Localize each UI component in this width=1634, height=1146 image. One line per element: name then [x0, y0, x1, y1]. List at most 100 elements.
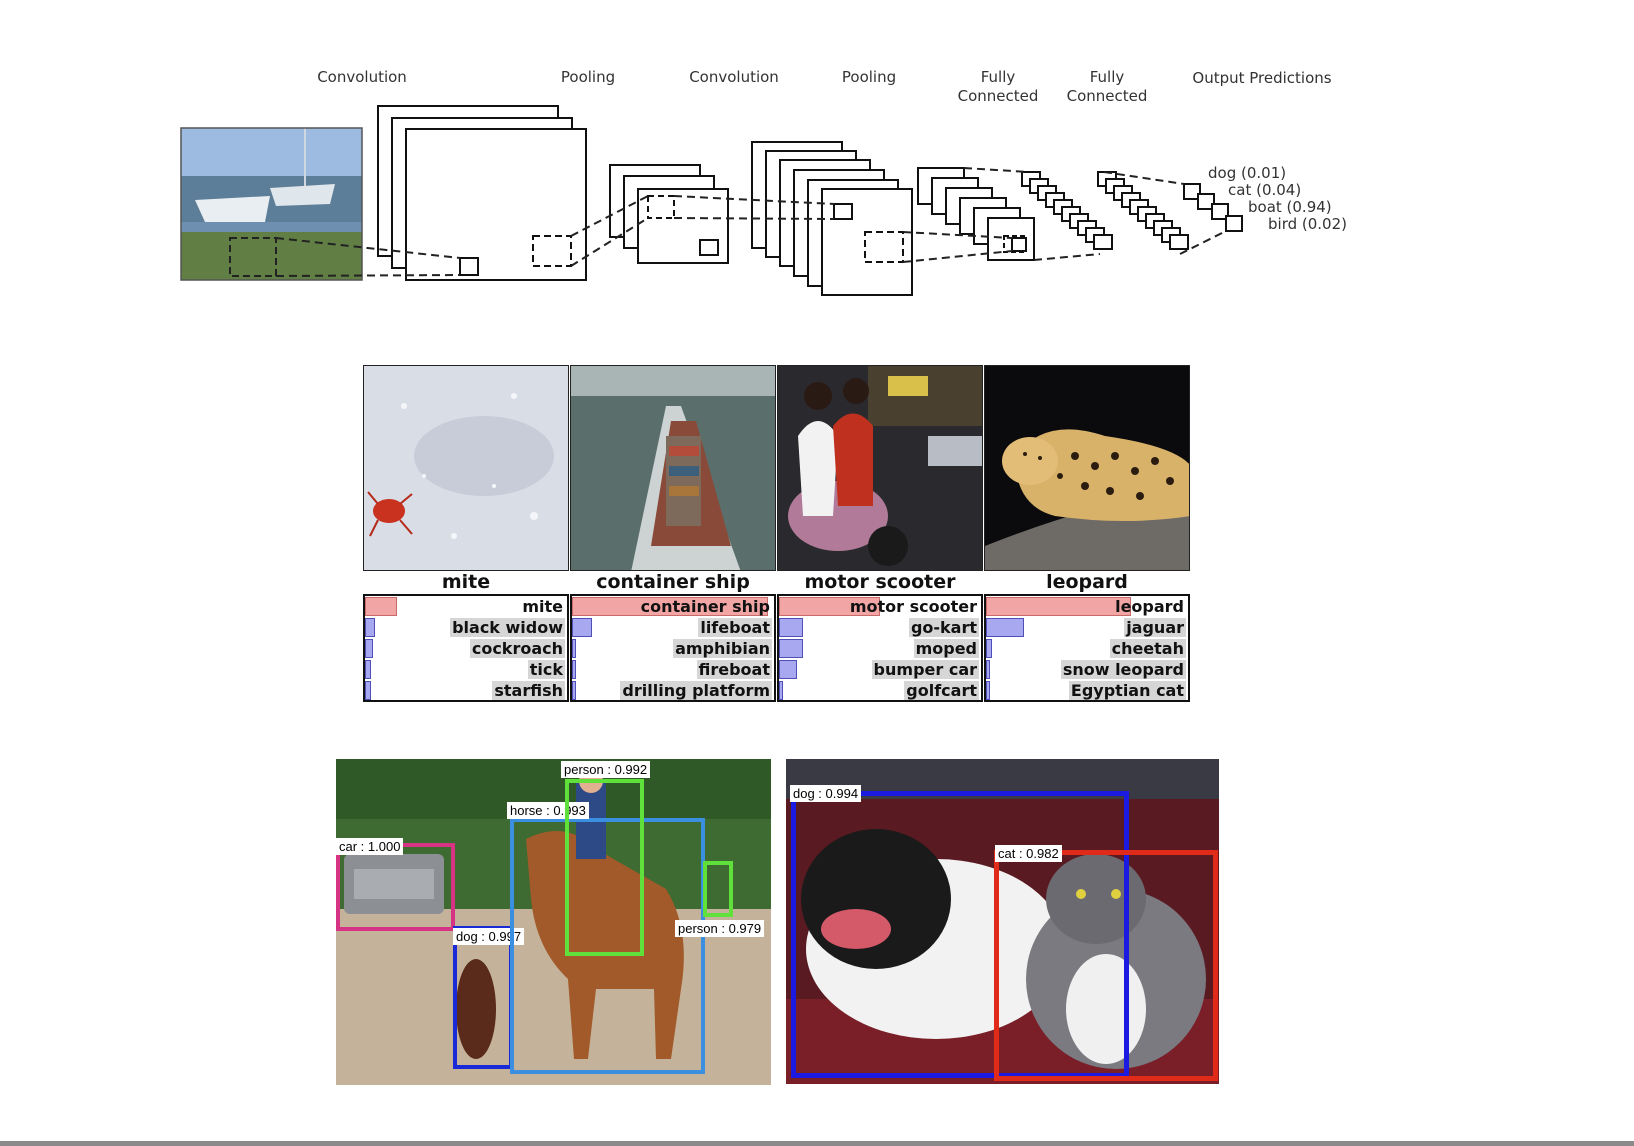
prediction-label-dog: dog (0.01): [1208, 164, 1287, 182]
prediction-label: cheetah: [1109, 639, 1186, 658]
fc1-neurons: [1021, 171, 1113, 250]
prediction-label-boat: boat (0.94): [1248, 198, 1332, 216]
prediction-label: leopard: [1115, 597, 1184, 616]
stage-label-fully-connected-1: Fully Connected: [957, 68, 1039, 105]
classification-column-container-ship: container ship container ship lifeboat amp…: [570, 365, 776, 705]
mite-title: mite: [441, 571, 491, 593]
prediction-row: mite: [365, 596, 567, 617]
prediction-label: cockroach: [469, 639, 565, 658]
container-ship-title: container ship: [596, 571, 750, 593]
prediction-label-cat: cat (0.04): [1228, 181, 1302, 199]
motor-scooter-predictions: motor scooter go-kart moped bumper car golfc…: [777, 594, 983, 702]
prediction-label: black widow: [450, 618, 565, 637]
motor-scooter-title: motor scooter: [804, 571, 956, 593]
prediction-score-bar: [779, 618, 803, 637]
prediction-row: black widow: [365, 617, 567, 638]
prediction-score-bar: [572, 639, 576, 658]
motor-scooter-photo: [777, 365, 983, 571]
detection-box-car: [336, 843, 455, 931]
prediction-label: golfcart: [904, 681, 979, 700]
prediction-row: golfcart: [779, 680, 981, 701]
prediction-score-bar: [365, 639, 373, 658]
prediction-row: drilling platform: [572, 680, 774, 701]
mite-photo: [363, 365, 569, 571]
stage-label-pooling-1: Pooling: [560, 68, 616, 86]
stage-label-convolution-1: Convolution: [317, 68, 407, 86]
conv2-feature-maps: [751, 141, 913, 296]
prediction-row: bumper car: [779, 659, 981, 680]
detection-label-cat: cat : 0.982: [995, 845, 1062, 862]
stage-label-convolution-2: Convolution: [689, 68, 779, 86]
stage-label-pooling-2: Pooling: [841, 68, 897, 86]
prediction-label: motor scooter: [849, 597, 977, 616]
prediction-row: amphibian: [572, 638, 774, 659]
detection-box-dog: [453, 926, 513, 1069]
leopard-title: leopard: [1046, 571, 1128, 593]
cnn-architecture-diagram: [180, 105, 1243, 296]
prediction-score-bar: [986, 597, 1131, 616]
detection-box-horse: [510, 818, 705, 1074]
fc1-neuron: [1093, 234, 1113, 250]
prediction-score-bar: [986, 639, 992, 658]
classification-column-mite: mite mite black widow cockroach tick starfis…: [363, 365, 569, 705]
prediction-row: tick: [365, 659, 567, 680]
prediction-row: starfish: [365, 680, 567, 701]
prediction-row: motor scooter: [779, 596, 981, 617]
detection-box-dog-large: [791, 791, 1129, 1078]
detection-image-dog-cat-scene: [786, 759, 1219, 1084]
prediction-score-bar: [365, 618, 375, 637]
classification-results-panel: mite mite black widow cockroach tick starfis…: [363, 365, 1191, 705]
container-ship-photo: [570, 365, 776, 571]
prediction-score-bar: [986, 681, 990, 700]
prediction-row: fireboat: [572, 659, 774, 680]
prediction-label-bird: bird (0.02): [1268, 215, 1347, 233]
fc2-neurons: [1097, 171, 1189, 250]
prediction-label: mite: [522, 597, 563, 616]
prediction-score-bar: [779, 639, 803, 658]
conv1-feature-maps: [377, 105, 587, 281]
input-image: [180, 127, 363, 281]
pool1-feature-maps: [609, 164, 729, 264]
detection-label-dog: dog : 0.997: [453, 928, 525, 945]
mite-predictions: mite black widow cockroach tick starfish: [363, 594, 569, 702]
prediction-score-bar: [986, 660, 990, 679]
prediction-label: drilling platform: [620, 681, 772, 700]
prediction-row: cheetah: [986, 638, 1188, 659]
prediction-row: leopard: [986, 596, 1188, 617]
container-ship-predictions: container ship lifeboat amphibian fireboat d…: [570, 594, 776, 702]
detection-label-person-rider: person : 0.992: [561, 761, 651, 778]
prediction-score-bar: [365, 597, 397, 616]
prediction-label: bumper car: [871, 660, 979, 679]
detection-label-dog-large: dog : 0.994: [790, 785, 862, 802]
prediction-label: Egyptian cat: [1068, 681, 1186, 700]
prediction-label: fireboat: [696, 660, 772, 679]
prediction-row: container ship: [572, 596, 774, 617]
prediction-label: tick: [527, 660, 565, 679]
prediction-score-bar: [572, 618, 592, 637]
output-neurons: [1183, 183, 1243, 232]
prediction-label: starfish: [492, 681, 565, 700]
prediction-row: go-kart: [779, 617, 981, 638]
prediction-score-bar: [779, 597, 880, 616]
prediction-label: go-kart: [908, 618, 979, 637]
prediction-label: lifeboat: [698, 618, 772, 637]
prediction-score-bar: [365, 660, 371, 679]
prediction-row: moped: [779, 638, 981, 659]
prediction-label: jaguar: [1124, 618, 1186, 637]
prediction-score-bar: [365, 681, 371, 700]
detection-box-cat: [994, 850, 1218, 1081]
bottom-divider: [0, 1141, 1634, 1146]
prediction-row: snow leopard: [986, 659, 1188, 680]
prediction-row: Egyptian cat: [986, 680, 1188, 701]
prediction-score-bar: [572, 597, 768, 616]
prediction-row: cockroach: [365, 638, 567, 659]
fc2-neuron: [1169, 234, 1189, 250]
detection-box-person-background: [703, 861, 733, 917]
prediction-score-bar: [779, 660, 797, 679]
prediction-row: lifeboat: [572, 617, 774, 638]
prediction-score-bar: [779, 681, 783, 700]
stage-label-fully-connected-2: Fully Connected: [1066, 68, 1148, 105]
classification-column-motor-scooter: motor scooter motor scooter go-kart moped b…: [777, 365, 983, 705]
detection-label-car: car : 1.000: [336, 838, 404, 855]
detection-label-person-background: person : 0.979: [675, 920, 765, 937]
